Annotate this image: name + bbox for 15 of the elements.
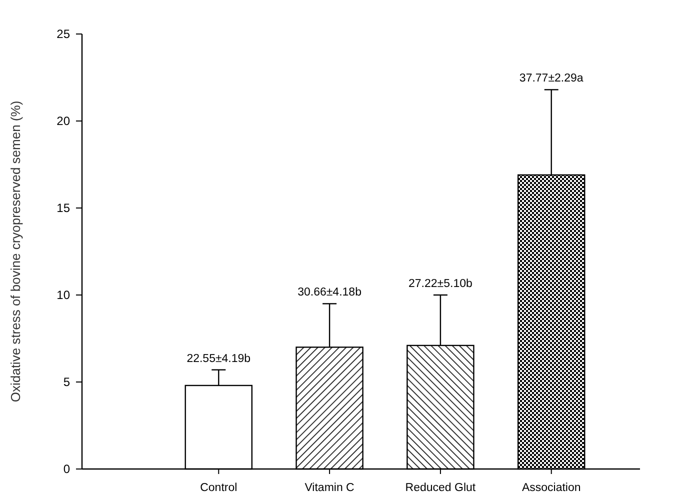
y-tick-label: 5 xyxy=(63,375,70,390)
x-tick-label: Reduced Glut xyxy=(405,482,476,494)
x-tick-label: Association xyxy=(522,482,581,494)
y-tick-label: 20 xyxy=(56,114,70,128)
y-axis-title: Oxidative stress of bovine cryopreserved semen (%) xyxy=(8,100,23,402)
y-tick-label: 25 xyxy=(56,27,70,42)
y-tick-label: 15 xyxy=(56,201,70,216)
x-tick-label: Control xyxy=(200,482,238,494)
y-tick-label: 0 xyxy=(63,462,70,476)
x-tick-label: Vitamin C xyxy=(304,482,354,494)
annotation: 37.77±2.29a xyxy=(519,72,584,85)
annotation: 27.22±5.10b xyxy=(408,278,472,290)
annotation: 22.55±4.19b xyxy=(186,352,251,365)
annotation: 30.66±4.18b xyxy=(298,286,362,299)
y-tick-label: 10 xyxy=(56,288,70,302)
